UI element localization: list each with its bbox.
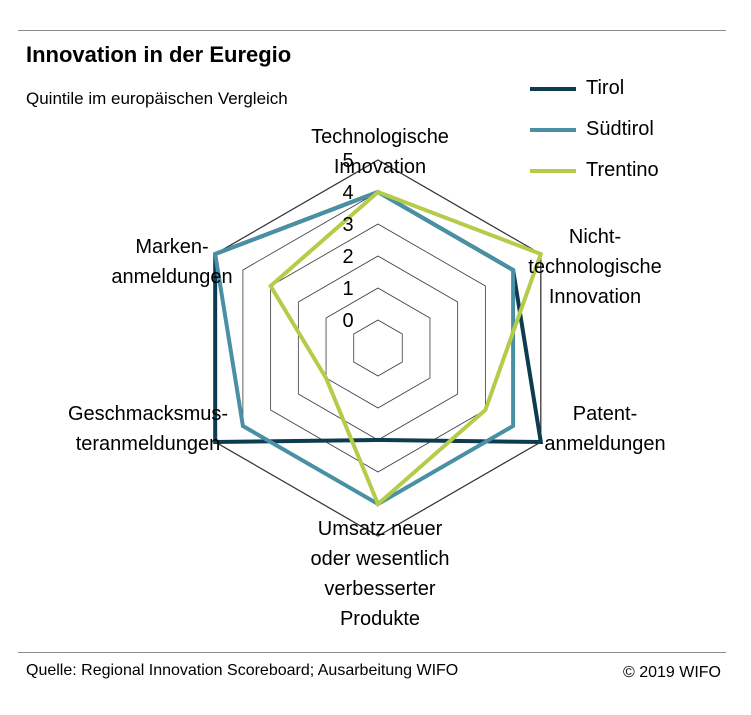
series-line-tirol: [213, 189, 544, 445]
tick-label-1: 1: [342, 278, 353, 300]
tick-label-0: 0: [342, 310, 353, 332]
grid-ring-1: [325, 287, 431, 409]
axis-label-3: Umsatz neuer oder wesentlich verbesserter P…: [311, 518, 450, 630]
legend-swatch-tirol: [530, 86, 576, 91]
axis-label-1-line-2: Innovation: [549, 286, 641, 308]
radar-tick-labels: 0 1 2 3 4 5: [342, 150, 353, 332]
legend-item-suedtirol: Südtirol: [530, 109, 659, 150]
axis-label-4-line-1: teranmeldungen: [76, 433, 221, 455]
top-rule: [18, 30, 726, 31]
grid-ring-3: [270, 223, 486, 473]
legend-item-trentino: Trentino: [530, 150, 659, 191]
bottom-rule: [18, 652, 726, 653]
axis-label-2-line-0: Patent-: [573, 403, 637, 425]
tick-label-5: 5: [342, 150, 353, 172]
legend-swatch-trentino: [530, 168, 576, 173]
radar-series: [212, 189, 544, 508]
axis-label-0-line-0: Technologische: [311, 126, 449, 148]
chart-title: Innovation in der Euregio: [26, 42, 292, 67]
axis-label-3-line-2: verbesserter: [324, 578, 435, 600]
legend-swatch-suedtirol: [530, 127, 576, 132]
legend-label-trentino: Trentino: [586, 159, 659, 181]
tick-label-3: 3: [342, 214, 353, 236]
grid-outer-ring: [214, 159, 542, 537]
grid-ring-0: [353, 319, 403, 377]
axis-label-3-line-1: oder wesentlich: [311, 548, 450, 570]
axis-label-2-line-1: anmeldungen: [544, 433, 665, 455]
axis-label-3-line-3: Produkte: [340, 608, 420, 630]
axis-label-5-line-1: anmeldungen: [111, 266, 232, 288]
axis-label-0: Technologische Innovation: [311, 126, 449, 178]
legend: Tirol Südtirol Trentino: [530, 68, 659, 191]
grid-ring-2: [297, 255, 459, 441]
grid-ring-4: [242, 191, 514, 505]
axis-label-4-line-0: Geschmacksmus-: [68, 403, 228, 425]
series-line-sdtirol: [212, 189, 516, 507]
axis-label-3-line-0: Umsatz neuer: [318, 518, 443, 540]
legend-label-suedtirol: Südtirol: [586, 118, 654, 140]
grid-ring-5: [214, 159, 542, 537]
series-line-trentino: [268, 189, 544, 508]
source-note: Quelle: Regional Innovation Scoreboard; …: [26, 662, 459, 679]
axis-label-2: Patent-anmeldungen: [544, 403, 665, 455]
chart-subtitle: Quintile im europäischen Vergleich: [26, 89, 288, 108]
axis-label-5-line-0: Marken-: [135, 236, 208, 258]
radar-axis-labels: Technologische InnovationNicht-technologi…: [68, 126, 666, 630]
axis-label-4: Geschmacksmus-teranmeldungen: [68, 403, 228, 455]
radar-grid: [214, 159, 542, 537]
legend-label-tirol: Tirol: [586, 77, 625, 99]
tick-label-4: 4: [342, 182, 353, 204]
axis-label-1: Nicht-technologische Innovation: [528, 226, 661, 308]
tick-label-2: 2: [342, 246, 353, 268]
axis-label-1-line-1: technologische: [528, 256, 661, 278]
axis-label-5: Marken-anmeldungen: [111, 236, 232, 288]
legend-item-tirol: Tirol: [530, 68, 659, 109]
axis-label-1-line-0: Nicht-: [569, 226, 621, 248]
copyright-note: © 2019 WIFO: [622, 664, 721, 681]
axis-label-0-line-1: Innovation: [334, 156, 426, 178]
